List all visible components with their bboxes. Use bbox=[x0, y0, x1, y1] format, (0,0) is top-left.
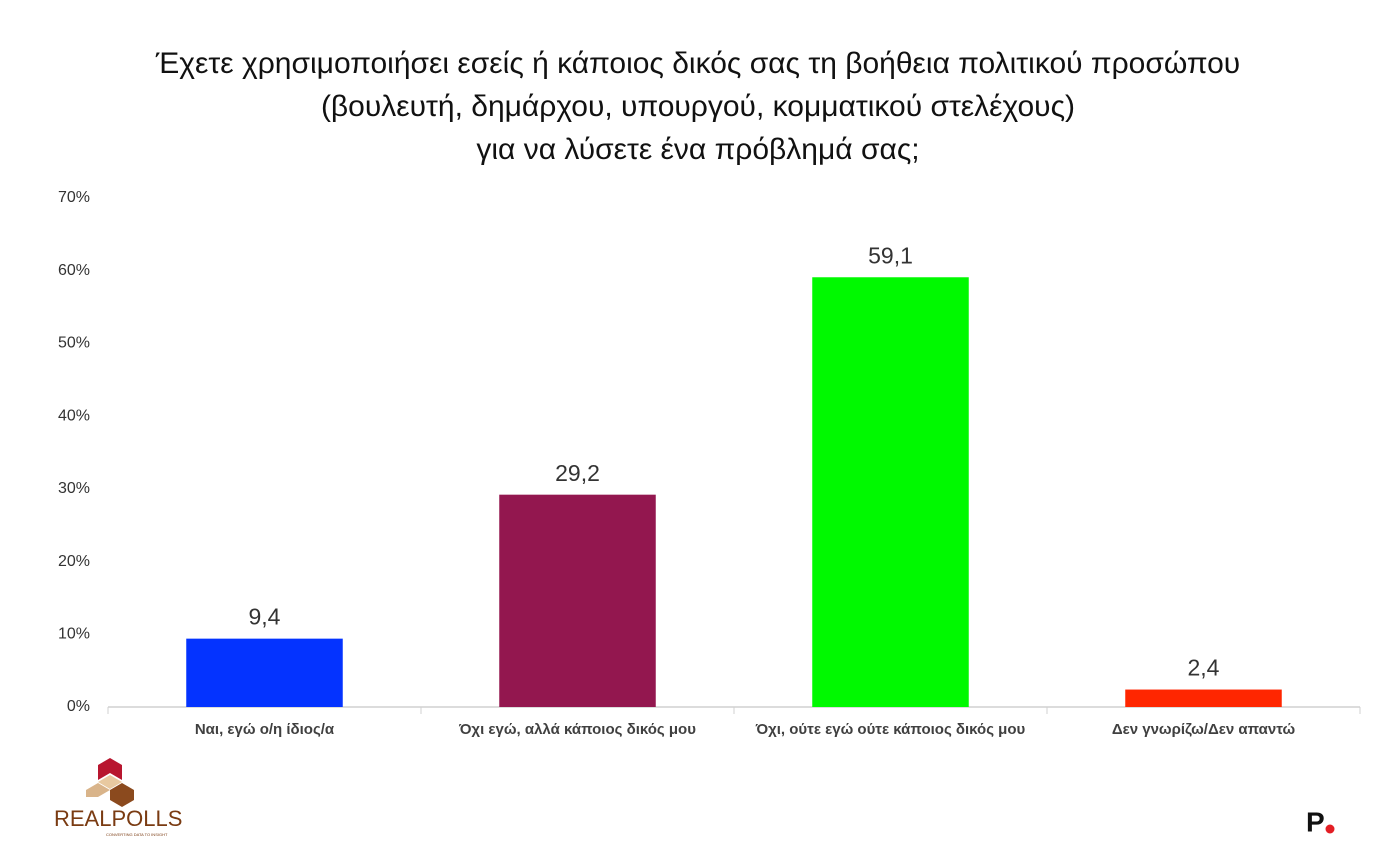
chart-title: Έχετε χρησιμοποιήσει εσείς ή κάποιος δικ… bbox=[155, 47, 1240, 80]
y-tick-label: 40% bbox=[58, 407, 90, 424]
y-tick-label: 0% bbox=[67, 698, 90, 715]
y-tick-label: 20% bbox=[58, 553, 90, 570]
chart-title: (βουλευτή, δημάρχου, υπουργού, κομματικο… bbox=[321, 90, 1075, 123]
x-tick-label: Όχι, ούτε εγώ ούτε κάποιος δικός μου bbox=[755, 721, 1026, 738]
value-label: 29,2 bbox=[555, 460, 600, 486]
publisher-text: P bbox=[1306, 806, 1325, 837]
value-label: 2,4 bbox=[1188, 655, 1220, 681]
chart-title: για να λύσετε ένα πρόβλημά σας; bbox=[476, 133, 919, 166]
y-tick-label: 70% bbox=[58, 189, 90, 206]
y-tick-label: 30% bbox=[58, 480, 90, 497]
logo-text: REALPOLLS bbox=[54, 806, 182, 831]
y-tick-label: 50% bbox=[58, 335, 90, 352]
value-label: 9,4 bbox=[249, 604, 281, 630]
bar bbox=[812, 277, 969, 707]
x-tick-label: Ναι, εγώ ο/η ίδιος/α bbox=[194, 721, 335, 738]
bar bbox=[499, 494, 656, 707]
y-tick-label: 10% bbox=[58, 626, 90, 643]
bar bbox=[186, 638, 343, 707]
value-label: 59,1 bbox=[868, 242, 913, 268]
x-tick-label: Όχι εγώ, αλλά κάποιος δικός μου bbox=[459, 721, 696, 738]
realpolls-logo: REALPOLLS CONVERTING DATA TO INSIGHT bbox=[54, 758, 182, 837]
logo-tagline: CONVERTING DATA TO INSIGHT bbox=[106, 832, 168, 837]
y-tick-label: 60% bbox=[58, 262, 90, 279]
x-tick-label: Δεν γνωρίζω/Δεν απαντώ bbox=[1111, 721, 1296, 738]
bar bbox=[1125, 689, 1282, 707]
publisher-logo: P bbox=[1306, 806, 1335, 837]
x-axis-ticks bbox=[107, 707, 1361, 714]
